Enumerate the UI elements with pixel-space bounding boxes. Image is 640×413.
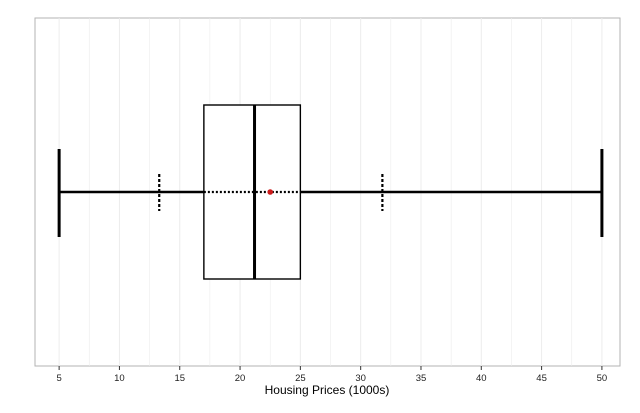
x-tick-label: 5 bbox=[56, 373, 61, 384]
x-tick-label: 10 bbox=[114, 373, 125, 384]
boxplot-marks bbox=[57, 104, 604, 280]
x-tick-label: 45 bbox=[536, 373, 547, 384]
x-tick-label: 15 bbox=[174, 373, 185, 384]
x-tick-label: 50 bbox=[597, 373, 608, 384]
x-tick-label: 35 bbox=[416, 373, 427, 384]
mean-point bbox=[267, 189, 274, 195]
x-tick-label: 40 bbox=[476, 373, 487, 384]
x-axis-title: Housing Prices (1000s) bbox=[265, 383, 390, 397]
x-tick-label: 25 bbox=[295, 373, 306, 384]
x-tick-label: 20 bbox=[235, 373, 246, 384]
x-tick-label: 30 bbox=[355, 373, 366, 384]
x-axis: 5 10 15 20 25 30 35 40 45 50 bbox=[56, 366, 607, 384]
